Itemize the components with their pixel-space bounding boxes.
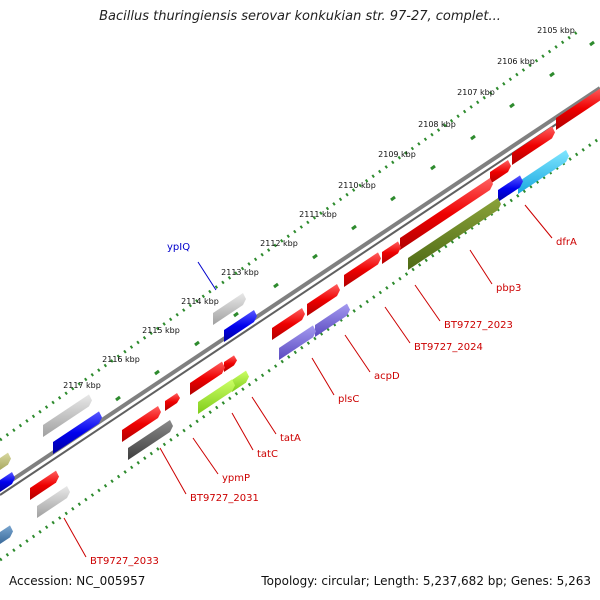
tick-label: 2116 kbp [102, 355, 140, 364]
gene-label[interactable]: BT9727_2023 [444, 320, 513, 331]
tick-mark [509, 102, 515, 109]
label-leader-line [524, 204, 553, 239]
gene-feature[interactable] [122, 405, 161, 442]
gene-feature[interactable] [408, 197, 501, 270]
label-layer: dfrA pbp3 BT9727_2023 BT9727_2024 acpD plsC ta… [63, 204, 577, 567]
tick-label: 2106 kbp [497, 57, 535, 66]
gene-feature[interactable] [279, 325, 316, 360]
gene-feature[interactable] [198, 379, 235, 414]
tick-mark [273, 282, 279, 289]
gene-feature[interactable] [128, 419, 173, 460]
gene-feature[interactable] [0, 452, 11, 470]
tick-mark [233, 311, 239, 318]
gene-label[interactable]: ypIQ [167, 242, 190, 253]
gene-feature[interactable] [344, 252, 381, 287]
gene-feature[interactable] [224, 309, 257, 342]
gene-feature[interactable] [272, 307, 305, 340]
tick-label: 2117 kbp [63, 381, 101, 390]
tick-label: 2107 kbp [457, 88, 495, 97]
gene-label[interactable]: acpD [374, 371, 400, 382]
gene-layer [0, 87, 600, 544]
backbone-outer [0, 86, 600, 490]
label-leader-line [414, 284, 441, 322]
gene-feature[interactable] [512, 126, 555, 165]
tick-label: 2113 kbp [221, 268, 259, 277]
label-leader-line [63, 517, 87, 558]
label-leader-line [344, 334, 371, 373]
gene-feature[interactable] [30, 470, 59, 500]
tick-mark [470, 134, 476, 141]
gene-label[interactable]: plsC [338, 394, 359, 405]
tick-mark [390, 195, 396, 202]
gene-label[interactable]: BT9727_2031 [190, 493, 259, 504]
gene-feature[interactable] [232, 370, 249, 392]
tick-mark [115, 395, 121, 402]
gene-label[interactable]: dfrA [556, 237, 577, 248]
label-leader-line [469, 249, 493, 285]
gene-feature[interactable] [307, 283, 340, 316]
gene-feature[interactable] [518, 149, 569, 194]
gene-feature[interactable] [37, 485, 70, 518]
map-title: Bacillus thuringiensis serovar konkukian… [99, 9, 501, 24]
gene-feature[interactable] [224, 355, 237, 372]
tick-mark [312, 253, 318, 260]
tick-label: 2105 kbp [537, 26, 575, 35]
tick-mark [430, 164, 436, 171]
tick-layer: 2105 kbp 2106 kbp 2107 kbp 2108 kbp 2109 kbp… [63, 26, 595, 402]
gene-feature[interactable] [382, 241, 401, 264]
label-leader-line [192, 437, 219, 475]
topology-text: Topology: circular; Length: 5,237,682 bp… [261, 574, 591, 588]
gene-label[interactable]: pbp3 [496, 283, 521, 294]
tick-label: 2108 kbp [418, 120, 456, 129]
backbone-inner [0, 94, 600, 496]
gene-feature[interactable] [43, 394, 92, 437]
tick-label: 2114 kbp [181, 297, 219, 306]
label-leader-line [251, 396, 277, 435]
gene-feature[interactable] [490, 159, 511, 184]
tick-mark [194, 340, 200, 347]
tick-label: 2109 kbp [378, 150, 416, 159]
tick-label: 2112 kbp [260, 239, 298, 248]
gene-feature[interactable] [556, 87, 600, 130]
gene-label[interactable]: tatC [257, 449, 278, 460]
label-leader-line [384, 306, 411, 344]
inner-tick-ring [0, 136, 600, 562]
tick-label: 2110 kbp [338, 181, 376, 190]
gene-feature[interactable] [165, 392, 180, 411]
label-leader-line [159, 447, 187, 495]
gene-feature[interactable] [0, 471, 15, 492]
gene-feature[interactable] [213, 292, 246, 325]
tick-label: 2111 kbp [299, 210, 337, 219]
gene-feature[interactable] [190, 361, 225, 395]
gene-label[interactable]: BT9727_2024 [414, 342, 483, 353]
gene-feature[interactable] [315, 303, 350, 337]
gene-feature[interactable] [0, 525, 13, 544]
label-leader-line [231, 412, 254, 451]
tick-mark [589, 40, 595, 47]
tick-mark [351, 224, 357, 231]
gene-label[interactable]: BT9727_2033 [90, 556, 159, 567]
gene-feature[interactable] [53, 411, 102, 454]
tick-mark [549, 71, 555, 78]
gene-feature[interactable] [498, 175, 523, 202]
tick-mark [154, 369, 160, 376]
gene-label[interactable]: ypmP [222, 473, 250, 484]
tick-label: 2115 kbp [142, 326, 180, 335]
label-leader-line [311, 357, 335, 396]
gene-label[interactable]: tatA [280, 433, 301, 444]
gene-feature[interactable] [400, 177, 493, 250]
accession-text: Accession: NC_005957 [9, 574, 146, 588]
label-leader-line [197, 261, 217, 291]
